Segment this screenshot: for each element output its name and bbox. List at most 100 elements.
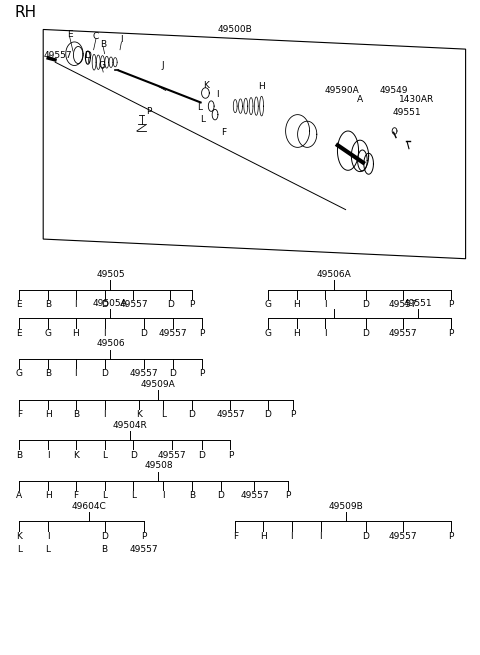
Text: D: D xyxy=(141,329,147,338)
Text: P: P xyxy=(228,451,233,460)
Text: I: I xyxy=(74,369,77,379)
Text: H: H xyxy=(260,532,266,541)
Text: P: P xyxy=(285,491,291,500)
Text: L: L xyxy=(17,545,22,554)
Text: I: I xyxy=(47,532,49,541)
Text: 49506: 49506 xyxy=(96,339,125,348)
Text: 49506A: 49506A xyxy=(316,270,351,279)
Text: 49557: 49557 xyxy=(130,545,158,554)
Text: H: H xyxy=(293,329,300,338)
Text: H: H xyxy=(72,329,79,338)
Text: I: I xyxy=(162,491,165,500)
Text: F: F xyxy=(233,532,238,541)
Text: 49509A: 49509A xyxy=(141,380,176,389)
Text: P: P xyxy=(448,329,454,338)
Text: E: E xyxy=(67,29,72,39)
Text: 49504R: 49504R xyxy=(112,421,147,430)
Text: K: K xyxy=(136,410,142,419)
Text: 49557: 49557 xyxy=(389,329,418,338)
Text: 49590A: 49590A xyxy=(324,86,359,95)
Text: 49557: 49557 xyxy=(43,50,72,60)
Text: K: K xyxy=(204,81,209,90)
Text: B: B xyxy=(45,369,51,379)
Text: G: G xyxy=(264,329,271,338)
Text: P: P xyxy=(290,410,296,419)
Text: P: P xyxy=(141,532,147,541)
Text: I: I xyxy=(103,410,106,419)
Text: L: L xyxy=(46,545,50,554)
Text: I: I xyxy=(74,300,77,309)
Text: 49505: 49505 xyxy=(96,270,125,279)
Text: 49557: 49557 xyxy=(216,410,245,419)
Text: C: C xyxy=(93,31,99,41)
Text: 49505A: 49505A xyxy=(93,299,128,308)
Text: A: A xyxy=(16,491,22,500)
Text: G: G xyxy=(99,61,106,70)
Text: L: L xyxy=(131,491,136,500)
Text: G: G xyxy=(264,300,271,309)
Text: 49604C: 49604C xyxy=(72,502,106,511)
Text: 49557: 49557 xyxy=(130,369,158,379)
Text: I: I xyxy=(216,90,218,100)
Text: G: G xyxy=(45,329,51,338)
Text: P: P xyxy=(146,107,152,116)
Text: A: A xyxy=(357,95,363,104)
Text: H: H xyxy=(45,491,51,500)
Text: D: D xyxy=(101,532,108,541)
Text: B: B xyxy=(102,545,108,554)
Text: 49557: 49557 xyxy=(158,329,187,338)
Text: D: D xyxy=(101,369,108,379)
Text: D: D xyxy=(362,532,369,541)
Text: 49500B: 49500B xyxy=(218,25,252,34)
Text: H: H xyxy=(45,410,51,419)
Text: 1430AR: 1430AR xyxy=(399,95,434,104)
Text: D: D xyxy=(362,329,369,338)
Text: 49557: 49557 xyxy=(157,451,186,460)
Text: B: B xyxy=(16,451,22,460)
Text: 49557: 49557 xyxy=(240,491,269,500)
Text: E: E xyxy=(16,300,22,309)
Text: D: D xyxy=(198,451,205,460)
Text: P: P xyxy=(448,300,454,309)
Text: E: E xyxy=(16,329,22,338)
Text: F: F xyxy=(73,491,78,500)
Text: D: D xyxy=(101,300,108,309)
Text: L: L xyxy=(197,103,202,112)
Text: D: D xyxy=(217,491,224,500)
Text: D: D xyxy=(167,300,174,309)
Text: I: I xyxy=(290,532,293,541)
Text: I: I xyxy=(324,329,327,338)
Text: 49557: 49557 xyxy=(389,532,418,541)
Text: H: H xyxy=(258,82,265,91)
Text: D: D xyxy=(362,300,369,309)
Text: P: P xyxy=(199,329,204,338)
Text: P: P xyxy=(199,369,204,379)
Text: I: I xyxy=(120,35,123,44)
Text: L: L xyxy=(200,115,205,124)
Text: D: D xyxy=(84,50,91,60)
Text: 49557: 49557 xyxy=(389,300,418,309)
Text: RH: RH xyxy=(14,5,36,20)
Text: 49557: 49557 xyxy=(119,300,148,309)
Text: D: D xyxy=(264,410,271,419)
Text: F: F xyxy=(222,128,227,137)
Text: P: P xyxy=(189,300,195,309)
Text: G: G xyxy=(16,369,23,379)
Text: 49508: 49508 xyxy=(144,461,173,470)
Text: K: K xyxy=(16,532,22,541)
Text: B: B xyxy=(45,300,51,309)
Text: H: H xyxy=(293,300,300,309)
Text: I: I xyxy=(324,300,327,309)
Text: 49551: 49551 xyxy=(393,108,421,117)
Text: L: L xyxy=(161,410,166,419)
Text: 49551: 49551 xyxy=(403,299,432,308)
Text: I: I xyxy=(47,451,49,460)
Text: L: L xyxy=(102,451,107,460)
Text: B: B xyxy=(189,491,195,500)
Text: D: D xyxy=(189,410,195,419)
Text: D: D xyxy=(130,451,137,460)
Text: 49549: 49549 xyxy=(379,86,408,95)
Text: L: L xyxy=(102,491,107,500)
Text: D: D xyxy=(169,369,176,379)
Text: B: B xyxy=(73,410,79,419)
